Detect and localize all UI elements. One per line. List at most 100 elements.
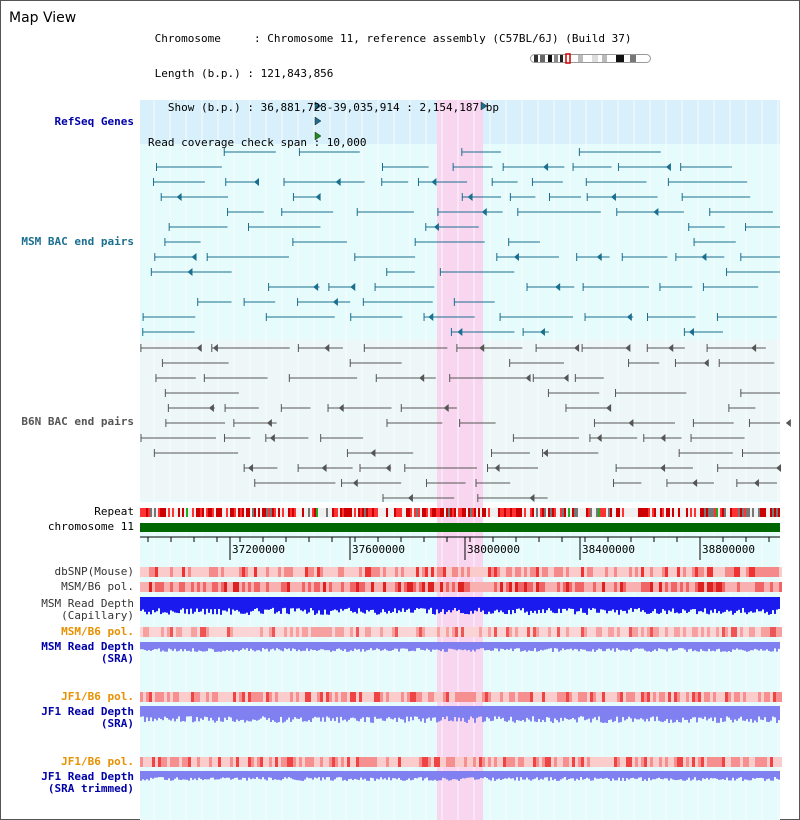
jf1-b6-pol-heat-cell (692, 692, 695, 702)
msm-depth-capillary-bar (400, 597, 402, 612)
msm-b6-pol-sra-heat-cell (329, 627, 332, 637)
msm-depth-capillary-bar (242, 597, 244, 614)
msm-b6-pol-sra-heat-cell (242, 627, 245, 637)
jf1-b6-pol-heat-cell (752, 692, 755, 702)
jf1-depth-sra-bar (388, 706, 390, 718)
dbsnp-heat-cell (470, 567, 473, 577)
msm-depth-capillary-bar (728, 597, 730, 612)
msm-depth-capillary-bar (384, 597, 386, 612)
jf1-b6-pol-trim-heat-cell (677, 757, 680, 767)
track-label-msm-bac[interactable]: MSM BAC end pairs (21, 235, 134, 248)
jf1-b6-pol-trim-heat-cell (251, 757, 254, 767)
jf1-b6-pol-heat-cell (584, 692, 587, 702)
msm-b6-pol-heat-cell (521, 582, 524, 592)
track-label-msm-depth-capillary[interactable]: MSM Read Depth (Capillary) (41, 598, 134, 622)
jf1-depth-sra-bar (612, 706, 614, 723)
track-label-jf1-b6-pol-trimmed[interactable]: JF1/B6 pol. (61, 755, 134, 768)
jf1-b6-pol-heat-cell (578, 692, 581, 702)
jf1-b6-pol-heat-cell (479, 692, 482, 702)
jf1-b6-pol-heat-cell (356, 692, 359, 702)
msm-depth-sra-bar (362, 642, 364, 650)
jf1-depth-trim-bar (512, 771, 514, 779)
msm-b6-pol-sra-heat-cell (260, 627, 263, 637)
msm-b6-pol-heat-cell (203, 582, 206, 592)
track-label-jf1-depth-sra[interactable]: JF1 Read Depth (SRA) (41, 706, 134, 730)
jf1-b6-pol-trim-heat-cell (377, 757, 380, 767)
msm-b6-pol-sra-heat-cell (749, 627, 752, 637)
msm-depth-capillary-bar (352, 597, 354, 613)
dbsnp-heat-cell (746, 567, 749, 577)
repeat-mark (758, 508, 760, 517)
msm-b6-pol-heat-cell (506, 582, 509, 592)
jf1-depth-sra-bar (652, 706, 654, 717)
msm-b6-pol-sra-heat-cell (593, 627, 596, 637)
jf1-b6-pol-trim-heat-cell (314, 757, 317, 767)
jf1-depth-trim-bar (214, 771, 216, 780)
jf1-depth-trim-bar (574, 771, 576, 781)
msm-depth-capillary-bar (232, 597, 234, 610)
track-label-msm-b6-pol-sra[interactable]: MSM/B6 pol. (61, 625, 134, 638)
jf1-b6-pol-trim-heat-cell (440, 757, 443, 767)
jf1-b6-pol-trim-heat-cell (446, 757, 449, 767)
jf1-depth-trim-bar (490, 771, 492, 781)
jf1-depth-trim-bar (592, 771, 594, 781)
jf1-depth-sra-bar (566, 706, 568, 720)
jf1-b6-pol-heat-cell (476, 692, 479, 702)
msm-depth-capillary-bar (534, 597, 536, 611)
jf1-b6-pol-trim-heat-cell (206, 757, 209, 767)
msm-depth-sra-bar (524, 642, 526, 651)
jf1-depth-sra-bar (580, 706, 582, 717)
jf1-depth-trim-bar (356, 771, 358, 780)
track-label-dbsnp[interactable]: dbSNP(Mouse) (54, 565, 134, 578)
msm-depth-sra-bar (184, 642, 186, 650)
dbsnp-heat-cell (641, 567, 644, 577)
jf1-depth-sra-bar (640, 706, 642, 719)
msm-depth-sra-bar (232, 642, 234, 652)
jf1-depth-sra-bar (758, 706, 760, 717)
msm-b6-pol-sra-heat-cell (284, 627, 287, 637)
repeat-mark (250, 508, 252, 517)
repeat-mark (492, 508, 494, 517)
msm-depth-capillary-bar (732, 597, 734, 615)
msm-depth-capillary-bar (612, 597, 614, 610)
repeat-mark (154, 508, 156, 517)
dbsnp-heat-cell (440, 567, 443, 577)
track-label-b6n-bac[interactable]: B6N BAC end pairs (21, 415, 134, 428)
jf1-depth-trim-bar (374, 771, 376, 781)
jf1-b6-pol-heat-cell (647, 692, 650, 702)
track-label-jf1-depth-trimmed[interactable]: JF1 Read Depth (SRA trimmed) (41, 771, 134, 795)
track-label-repeat[interactable]: Repeat (94, 505, 134, 518)
track-label-jf1-b6-pol[interactable]: JF1/B6 pol. (61, 690, 134, 703)
msm-depth-sra-bar (602, 642, 604, 652)
msm-depth-capillary-bar (492, 597, 494, 614)
msm-depth-capillary-bar (748, 597, 750, 613)
msm-depth-sra-bar (418, 642, 420, 649)
jf1-depth-trim-bar (684, 771, 686, 781)
msm-b6-pol-heat-cell (560, 582, 563, 592)
jf1-depth-trim-bar (408, 771, 410, 779)
repeat-mark (358, 508, 360, 517)
jf1-b6-pol-trim-heat-cell (599, 757, 602, 767)
track-label-chromosome[interactable]: chromosome 11 (47, 520, 134, 533)
msm-depth-sra-bar (620, 642, 622, 651)
msm-b6-pol-sra-heat-cell (569, 627, 572, 637)
jf1-b6-pol-trim-heat-cell (737, 757, 740, 767)
track-label-msm-b6-pol[interactable]: MSM/B6 pol. (61, 580, 134, 593)
msm-b6-pol-sra-heat-cell (680, 627, 683, 637)
jf1-depth-sra-bar (262, 706, 264, 717)
chromosome-ideogram[interactable] (530, 53, 652, 65)
jf1-depth-trim-bar (740, 771, 742, 778)
jf1-depth-sra-bar (674, 706, 676, 723)
repeat-mark (640, 508, 642, 517)
track-label-refseq[interactable]: RefSeq Genes (54, 115, 134, 128)
msm-b6-pol-sra-heat-cell (521, 627, 524, 637)
msm-depth-sra-bar (610, 642, 612, 651)
jf1-depth-sra-bar (736, 706, 738, 721)
msm-depth-capillary-bar (602, 597, 604, 610)
jf1-depth-trim-bar (448, 771, 450, 781)
jf1-depth-sra-bar (182, 706, 184, 722)
track-label-msm-depth-sra[interactable]: MSM Read Depth (SRA) (41, 641, 134, 665)
jf1-b6-pol-heat-cell (140, 692, 143, 702)
msm-b6-pol-sra-heat-cell (266, 627, 269, 637)
